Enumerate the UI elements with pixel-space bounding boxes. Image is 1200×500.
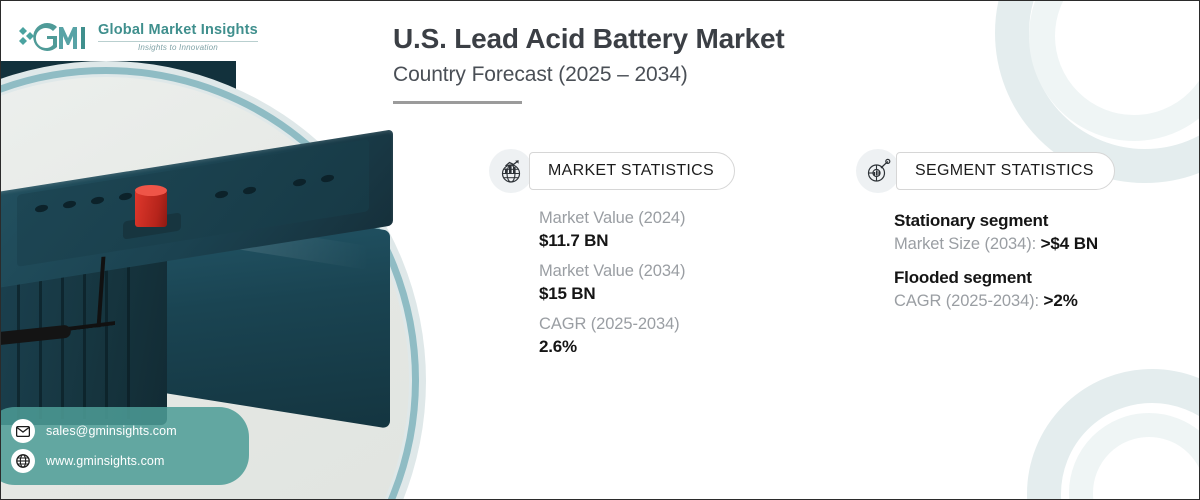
stat-label: Market Value (2024) <box>539 209 686 227</box>
stat-value: $11.7 BN <box>539 231 609 250</box>
segment-statistics-item: Flooded segment CAGR (2025-2034): >2% <box>894 268 1115 311</box>
page-subtitle: Country Forecast (2025 – 2034) <box>393 63 688 86</box>
market-statistics-item: CAGR (2025-2034) 2.6% <box>539 315 735 357</box>
market-statistics-list: Market Value (2024) $11.7 BN Market Valu… <box>489 209 735 357</box>
decorative-ring-bottom-right <box>1027 369 1199 499</box>
title-underline <box>393 101 522 104</box>
page-title: U.S. Lead Acid Battery Market <box>393 23 785 54</box>
segment-statistics-list: Stationary segment Market Size (2034): >… <box>856 211 1115 311</box>
segment-metric-value: >2% <box>1043 291 1078 310</box>
segment-statistics-label: SEGMENT STATISTICS <box>896 152 1115 190</box>
brand-name: Global Market Insights <box>98 22 258 38</box>
contact-email: sales@gminsights.com <box>46 424 177 438</box>
segment-name: Flooded segment <box>894 268 1032 287</box>
market-statistics-item: Market Value (2024) $11.7 BN <box>539 209 735 251</box>
segment-statistics-item: Stationary segment Market Size (2034): >… <box>894 211 1115 254</box>
segment-name: Stationary segment <box>894 211 1049 230</box>
contact-email-row[interactable]: sales@gminsights.com <box>11 416 235 446</box>
segment-metric-value: >$4 BN <box>1040 234 1099 253</box>
battery-rib <box>105 247 108 419</box>
brand-divider <box>98 40 258 42</box>
stat-label: Market Value (2034) <box>539 262 686 280</box>
battery-rib <box>83 247 86 419</box>
lead-acid-battery-image <box>1 129 403 441</box>
gmi-diamond-logo-icon <box>15 23 89 53</box>
donut-chart-target-icon <box>856 149 900 193</box>
market-statistics-item: Market Value (2034) $15 BN <box>539 262 735 304</box>
market-statistics-label: MARKET STATISTICS <box>529 152 736 190</box>
battery-rib <box>127 247 130 419</box>
brand-logo[interactable]: Global Market Insights Insights to Innov… <box>15 23 258 54</box>
contact-bar: sales@gminsights.com www.gminsights.com <box>1 407 249 485</box>
contact-website-row[interactable]: www.gminsights.com <box>11 446 235 476</box>
segment-metric: CAGR (2025-2034): >2% <box>894 291 1115 311</box>
segment-metric: Market Size (2034): >$4 BN <box>894 234 1115 254</box>
decorative-ring-bottom-right-inner <box>1069 413 1199 499</box>
segment-metric-label: CAGR (2025-2034): <box>894 292 1044 310</box>
brand-logo-text: Global Market Insights Insights to Innov… <box>98 23 258 54</box>
envelope-icon <box>11 419 35 443</box>
header: U.S. Lead Acid Battery Market Country Fo… <box>393 23 1093 104</box>
segment-metric-label: Market Size (2034): <box>894 235 1041 253</box>
globe-chart-icon <box>489 149 533 193</box>
brand-tagline: Insights to Innovation <box>137 42 218 52</box>
segment-statistics-header: SEGMENT STATISTICS <box>856 149 1115 193</box>
stat-label: CAGR (2025-2034) <box>539 315 680 333</box>
stat-value: 2.6% <box>539 337 577 356</box>
segment-statistics-block: SEGMENT STATISTICS Stationary segment Ma… <box>856 149 1115 325</box>
battery-terminal-top <box>135 185 167 196</box>
contact-website: www.gminsights.com <box>46 454 165 468</box>
globe-icon <box>11 449 35 473</box>
market-statistics-block: MARKET STATISTICS Market Value (2024) $1… <box>489 149 736 368</box>
stat-value: $15 BN <box>539 284 596 303</box>
market-statistics-header: MARKET STATISTICS <box>489 149 736 193</box>
